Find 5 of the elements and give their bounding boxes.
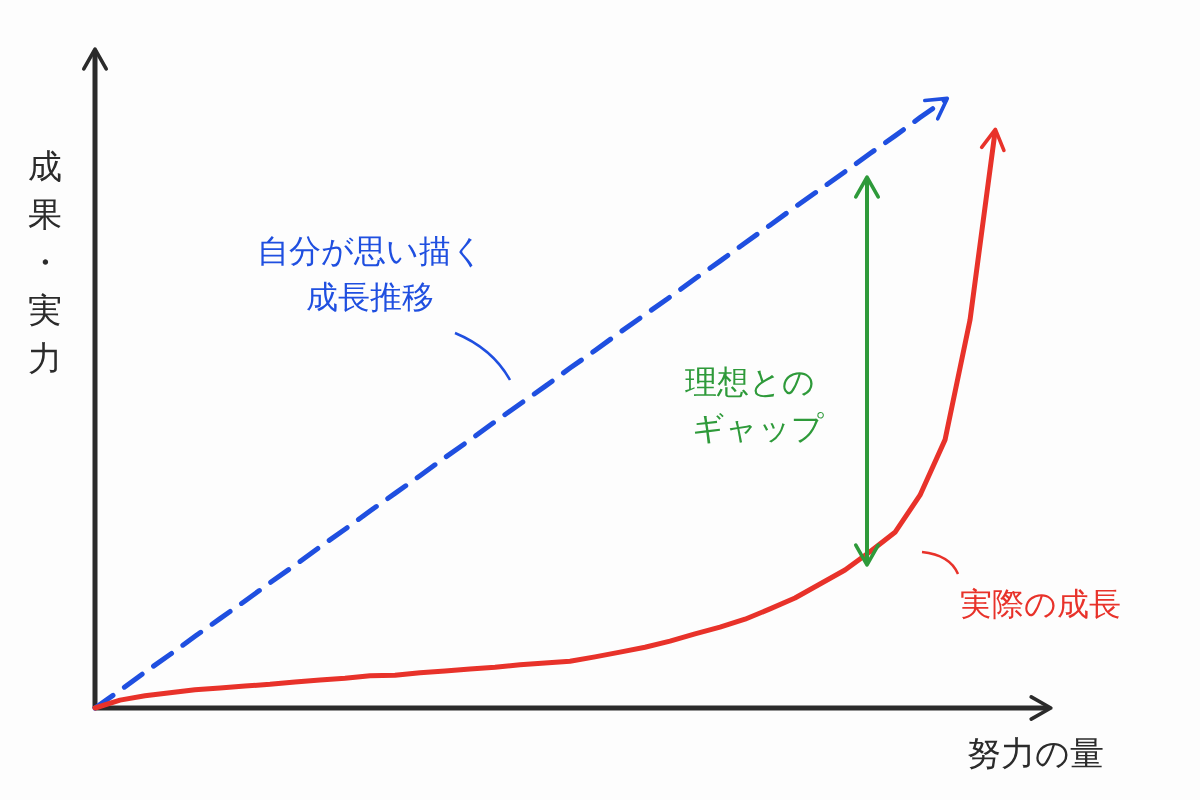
text: 自分が思い描く成長推移 xyxy=(256,232,484,316)
x-axis-title: 努力の量 xyxy=(966,733,1104,773)
legend-label: 実際の成長 xyxy=(959,585,1121,623)
annotation: 理想とのギャップ xyxy=(685,363,824,447)
y-axis-title: 成果・実力 xyxy=(28,146,62,378)
